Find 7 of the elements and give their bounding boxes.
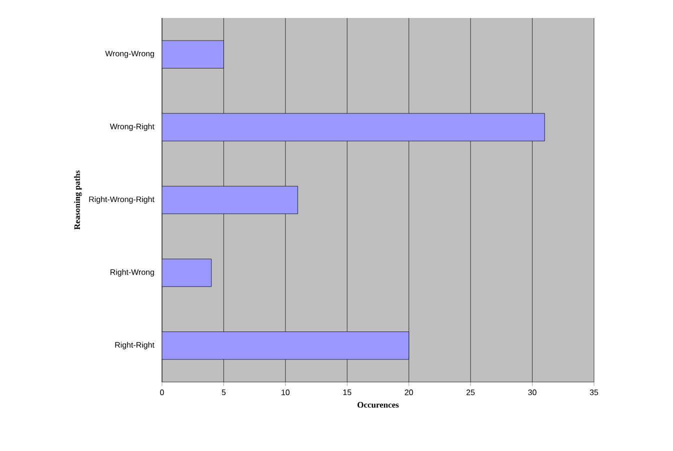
bar (162, 332, 410, 360)
bar (162, 40, 224, 68)
x-axis-title: Occurences (358, 402, 399, 408)
bar (162, 113, 545, 142)
bar (162, 258, 212, 287)
bar (162, 186, 298, 214)
y-axis-title: Reasoning paths (74, 170, 82, 230)
